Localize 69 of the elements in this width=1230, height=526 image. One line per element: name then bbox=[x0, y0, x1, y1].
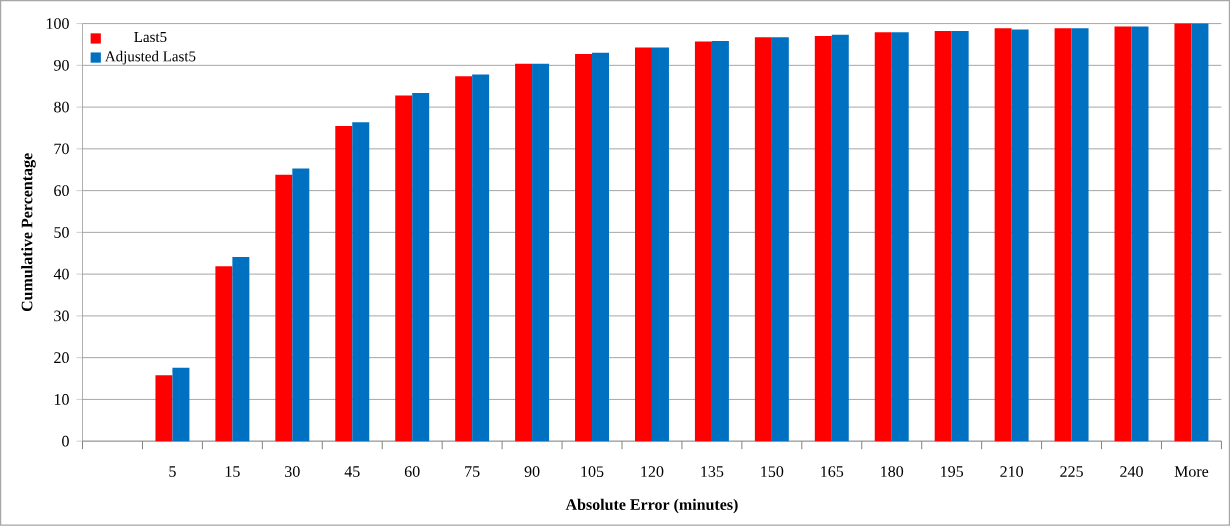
bar bbox=[1174, 23, 1192, 442]
bar bbox=[575, 54, 593, 442]
y-tick-label: 100 bbox=[46, 18, 69, 30]
bar bbox=[651, 47, 669, 442]
bar bbox=[1011, 29, 1029, 442]
x-tick-label: 75 bbox=[465, 466, 480, 477]
bar bbox=[335, 126, 353, 442]
bar bbox=[1071, 28, 1089, 442]
bar bbox=[155, 375, 173, 442]
y-axis-title: Cumulative Percentage bbox=[21, 153, 36, 312]
bar bbox=[292, 168, 310, 442]
legend-label: Last5 bbox=[134, 32, 167, 43]
y-tick-label: 20 bbox=[54, 352, 69, 364]
bar bbox=[515, 63, 533, 442]
bar bbox=[831, 35, 849, 442]
x-tick-label: 15 bbox=[225, 466, 240, 478]
x-tick-label: 165 bbox=[821, 466, 844, 478]
bar bbox=[891, 32, 909, 442]
x-tick-label: 90 bbox=[524, 466, 540, 478]
x-tick-label: 45 bbox=[344, 466, 360, 478]
bar bbox=[472, 74, 490, 442]
x-tick-label: 150 bbox=[761, 466, 784, 478]
bar bbox=[634, 47, 652, 442]
bar bbox=[1054, 28, 1072, 442]
bar bbox=[532, 63, 550, 442]
bar bbox=[215, 266, 233, 442]
bar bbox=[455, 76, 473, 442]
bar bbox=[172, 367, 190, 442]
bar bbox=[874, 32, 892, 442]
bar bbox=[951, 31, 969, 442]
bar bbox=[1191, 23, 1209, 442]
x-tick-label: 210 bbox=[1000, 466, 1024, 478]
bar bbox=[352, 122, 370, 442]
bar bbox=[771, 37, 789, 442]
x-tick-label: 30 bbox=[285, 466, 300, 478]
bar bbox=[592, 52, 610, 442]
x-tick-label: 180 bbox=[881, 466, 904, 478]
y-tick-label: 30 bbox=[54, 310, 69, 322]
bar bbox=[412, 93, 430, 442]
y-tick-label: 0 bbox=[62, 435, 69, 447]
y-tick-label: 80 bbox=[54, 101, 69, 113]
bar bbox=[1114, 26, 1132, 442]
y-tick-label: 40 bbox=[53, 268, 69, 280]
x-tick-label: More bbox=[1174, 466, 1209, 477]
x-tick-label: 195 bbox=[941, 466, 964, 478]
y-tick-label: 70 bbox=[54, 143, 69, 155]
x-tick-label: 225 bbox=[1060, 466, 1083, 478]
bar bbox=[232, 257, 250, 442]
y-tick-label: 50 bbox=[54, 227, 69, 238]
bar bbox=[754, 37, 772, 442]
x-tick-label: 240 bbox=[1120, 466, 1143, 478]
bar bbox=[994, 28, 1012, 442]
bar bbox=[934, 31, 952, 442]
bar bbox=[711, 41, 729, 442]
bar bbox=[395, 95, 413, 442]
bar bbox=[694, 41, 712, 442]
bar bbox=[1131, 26, 1149, 442]
x-axis-title: Absolute Error (minutes) bbox=[565, 498, 738, 514]
x-tick-label: 105 bbox=[581, 466, 604, 478]
bar bbox=[275, 174, 293, 442]
bar bbox=[814, 36, 832, 442]
x-tick-label: 135 bbox=[701, 466, 724, 478]
x-tick-label: 5 bbox=[169, 466, 176, 477]
x-tick-label: 60 bbox=[404, 466, 420, 478]
legend-label: Adjusted Last5 bbox=[105, 51, 196, 65]
y-tick-label: 90 bbox=[53, 60, 69, 71]
y-tick-label: 10 bbox=[54, 394, 69, 405]
y-tick-label: 60 bbox=[54, 185, 69, 197]
x-tick-label: 120 bbox=[641, 466, 664, 478]
